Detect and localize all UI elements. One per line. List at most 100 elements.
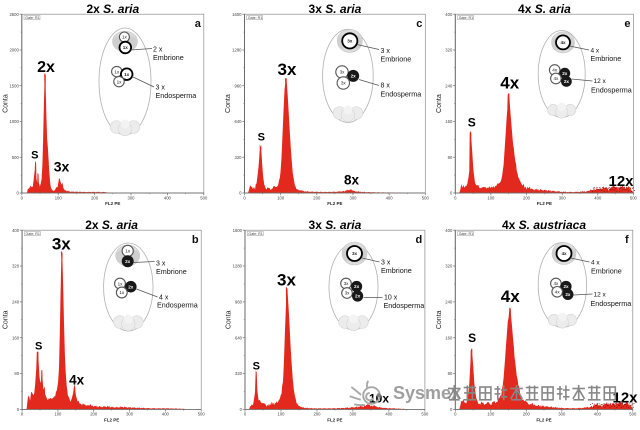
svg-text:320: 320: [445, 48, 453, 53]
svg-text:Conta: Conta: [2, 94, 9, 113]
svg-text:400: 400: [594, 195, 602, 200]
svg-text:400: 400: [445, 228, 453, 233]
svg-text:Gate: R1: Gate: R1: [26, 232, 40, 236]
svg-text:S: S: [31, 150, 38, 162]
svg-text:500: 500: [198, 412, 206, 417]
svg-text:f: f: [625, 234, 629, 246]
svg-text:Gate: R1: Gate: R1: [248, 16, 262, 20]
svg-text:0: 0: [239, 191, 242, 196]
svg-text:3x: 3x: [345, 291, 351, 296]
svg-text:Sysmex: Sysmex: [393, 383, 461, 403]
svg-text:2x: 2x: [125, 259, 131, 264]
svg-text:0: 0: [16, 191, 19, 196]
svg-text:200: 200: [523, 195, 531, 200]
svg-text:1x: 1x: [122, 35, 128, 40]
svg-text:4x: 4x: [500, 74, 519, 93]
svg-text:Conta: Conta: [436, 94, 443, 113]
svg-text:1x: 1x: [118, 281, 124, 286]
svg-text:Embrione: Embrione: [156, 267, 187, 276]
svg-text:320: 320: [12, 264, 20, 269]
svg-text:Embrione: Embrione: [381, 55, 412, 64]
svg-text:Endosperma: Endosperma: [384, 301, 425, 310]
svg-text:Endosperma: Endosperma: [381, 90, 422, 99]
svg-text:3x: 3x: [52, 235, 71, 254]
svg-text:200: 200: [314, 412, 322, 417]
svg-text:3 x: 3 x: [381, 260, 391, 267]
svg-text:500: 500: [12, 155, 20, 160]
svg-text:300: 300: [126, 412, 134, 417]
svg-text:100: 100: [54, 412, 62, 417]
svg-text:FL2 PE: FL2 PE: [327, 417, 342, 422]
svg-text:1280: 1280: [233, 264, 243, 269]
svg-text:12 x: 12 x: [594, 292, 607, 299]
svg-text:500: 500: [421, 412, 429, 417]
svg-text:240: 240: [445, 83, 453, 88]
svg-text:2x: 2x: [564, 79, 570, 84]
svg-text:2000: 2000: [9, 48, 19, 53]
svg-text:4 x: 4 x: [591, 48, 600, 55]
svg-text:80: 80: [448, 371, 453, 376]
svg-text:200: 200: [90, 412, 98, 417]
svg-text:320: 320: [235, 155, 243, 160]
svg-text:500: 500: [200, 195, 208, 200]
svg-text:400: 400: [594, 412, 602, 417]
svg-text:500: 500: [630, 195, 638, 200]
svg-text:3x: 3x: [54, 159, 70, 175]
svg-text:160: 160: [445, 119, 453, 124]
svg-text:12 x: 12 x: [594, 78, 607, 85]
svg-text:960: 960: [235, 300, 243, 305]
svg-text:320: 320: [445, 264, 453, 269]
svg-text:Gate: R1: Gate: R1: [459, 16, 473, 20]
svg-text:320: 320: [235, 371, 243, 376]
svg-text:100: 100: [487, 195, 495, 200]
svg-text:b: b: [192, 234, 199, 246]
svg-text:1x: 1x: [123, 45, 129, 50]
svg-text:4 x: 4 x: [591, 260, 600, 267]
svg-text:FL2 PE: FL2 PE: [104, 417, 119, 422]
svg-text:4x: 4x: [555, 290, 561, 295]
svg-text:80: 80: [14, 371, 19, 376]
svg-text:240: 240: [445, 300, 453, 305]
svg-text:4x: 4x: [501, 287, 520, 306]
svg-text:8 x: 8 x: [381, 83, 391, 90]
svg-text:2x: 2x: [351, 74, 357, 79]
svg-text:a: a: [195, 18, 202, 30]
svg-text:3x: 3x: [344, 281, 350, 286]
svg-text:3x: 3x: [352, 251, 358, 256]
svg-text:160: 160: [445, 335, 453, 340]
svg-text:12x: 12x: [608, 173, 634, 190]
svg-text:0: 0: [17, 407, 20, 412]
svg-text:FL2 PE: FL2 PE: [537, 201, 552, 206]
svg-text:3x: 3x: [347, 39, 353, 44]
svg-text:3 x: 3 x: [156, 85, 166, 92]
svg-text:3 x: 3 x: [156, 261, 166, 268]
svg-text:640: 640: [235, 119, 243, 124]
svg-text:FL2 PE: FL2 PE: [327, 201, 342, 206]
svg-text:Embrione: Embrione: [591, 267, 622, 276]
svg-text:3 x: 3 x: [381, 48, 391, 55]
svg-text:4x: 4x: [560, 40, 566, 45]
svg-text:Endosperma: Endosperma: [591, 86, 632, 95]
svg-text:3x: 3x: [341, 81, 347, 86]
svg-text:c: c: [416, 18, 422, 30]
svg-text:100: 100: [277, 195, 285, 200]
svg-text:240: 240: [12, 300, 20, 305]
svg-text:3x: 3x: [277, 271, 296, 290]
svg-text:0: 0: [240, 407, 243, 412]
svg-text:200: 200: [523, 412, 531, 417]
svg-text:2x: 2x: [355, 294, 361, 299]
svg-text:2x: 2x: [562, 71, 568, 76]
svg-text:1600: 1600: [233, 228, 243, 233]
svg-text:960: 960: [235, 83, 243, 88]
svg-text:10 x: 10 x: [384, 295, 398, 302]
svg-text:Embrione: Embrione: [153, 53, 184, 62]
svg-text:4x: 4x: [553, 281, 559, 286]
svg-text:300: 300: [559, 195, 567, 200]
svg-text:S: S: [253, 361, 260, 373]
svg-text:FL2 PE: FL2 PE: [105, 201, 120, 206]
svg-text:4 x: 4 x: [159, 295, 169, 302]
svg-text:2x: 2x: [563, 284, 569, 289]
svg-text:Conta: Conta: [436, 310, 443, 329]
svg-text:Embrione: Embrione: [591, 54, 622, 63]
svg-text:0: 0: [454, 412, 457, 417]
